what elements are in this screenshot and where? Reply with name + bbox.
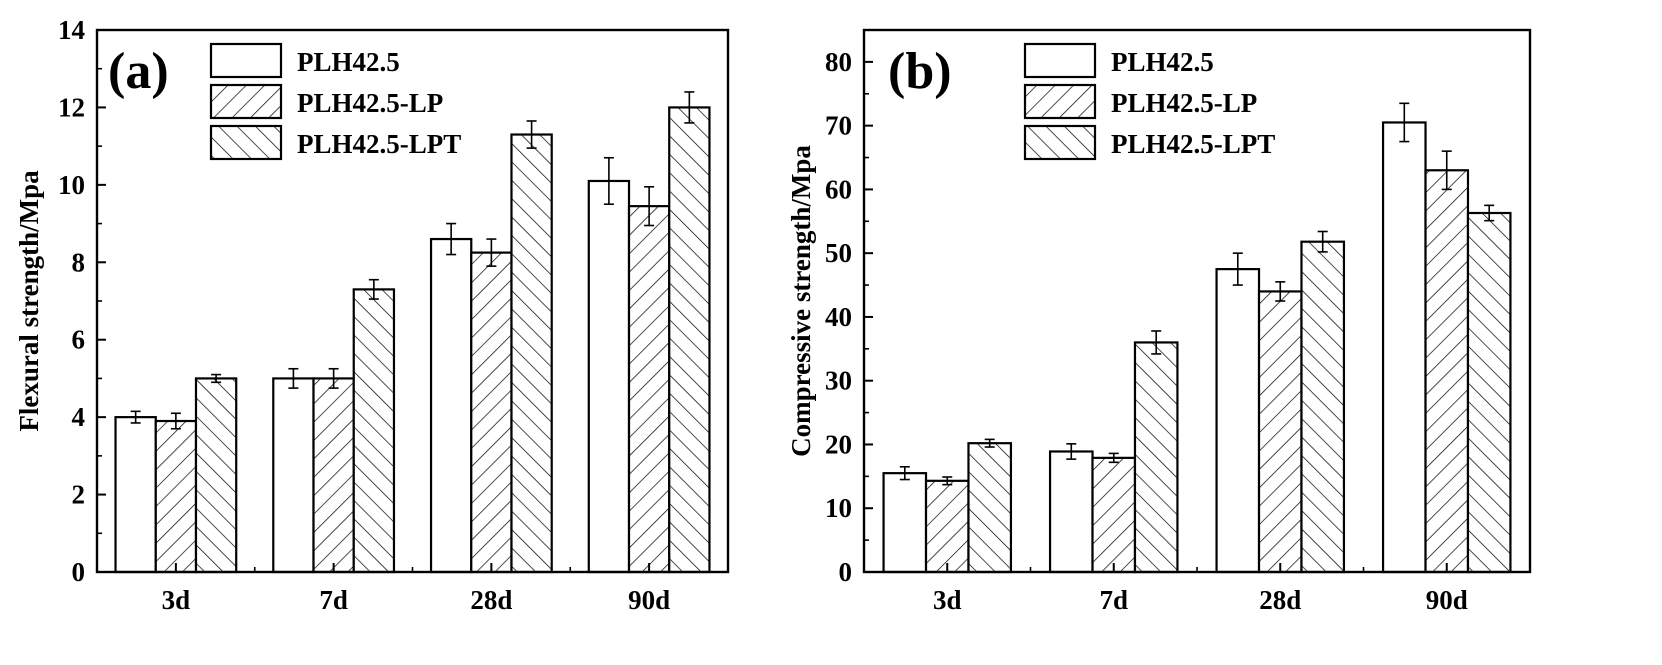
legend-label-plh42-5-lp: PLH42.5-LP	[297, 88, 443, 118]
y-tick-label: 70	[825, 111, 852, 141]
y-tick-label: 2	[72, 480, 86, 510]
bar-plh42-5-lp-3d	[924, 479, 970, 574]
panel-b: 0 10 20 30 40 50 60 70 80 3d 7d 28d 90d Compressive s…	[786, 28, 1532, 615]
legend-label-plh42-5: PLH42.5	[297, 47, 400, 77]
y-tick-label: 8	[72, 247, 86, 277]
y-tick-label: 30	[825, 366, 852, 396]
x-tick-label-3d: 3d	[933, 585, 962, 615]
y-tick-label: 20	[825, 429, 852, 459]
legend-swatch-plh42-5-lp	[1023, 83, 1097, 120]
y-tick-label: 0	[72, 557, 86, 587]
legend-swatch-plh42-5-lpt	[209, 124, 283, 161]
legend: PLH42.5 PLH42.5-LP PLH42.5-LPT	[209, 42, 461, 161]
bar-plh42-5-lpt-28d	[1300, 240, 1346, 574]
x-tick-label-28d: 28d	[470, 585, 512, 615]
legend-swatch-plh42-5-lpt	[1023, 124, 1097, 161]
panel-label: (b)	[888, 43, 952, 100]
x-tick-label-28d: 28d	[1259, 585, 1301, 615]
legend-label-plh42-5-lp: PLH42.5-LP	[1111, 88, 1257, 118]
bar-plh42-5-90d	[1381, 121, 1427, 574]
bar-plh42-5-lpt-28d	[510, 133, 553, 574]
bar-plh42-5-28d	[1215, 268, 1261, 574]
bar-plh42-5-lp-28d	[470, 251, 513, 574]
bar-plh42-5-3d	[114, 416, 157, 574]
bar-plh42-5-lpt-3d	[194, 377, 238, 574]
panel-label: (a)	[108, 43, 169, 100]
y-tick-label: 10	[825, 493, 852, 523]
x-tick-label-90d: 90d	[628, 585, 670, 615]
bar-plh42-5-lp-28d	[1257, 290, 1303, 574]
x-tick-label-90d: 90d	[1426, 585, 1468, 615]
bar-plh42-5-7d	[272, 377, 315, 574]
y-tick-label: 4	[72, 402, 86, 432]
bar-plh42-5-lp-7d	[1091, 456, 1137, 574]
y-tick-label: 80	[825, 47, 852, 77]
y-axis-title: Flexural strength/Mpa	[14, 170, 44, 432]
bar-plh42-5-lpt-7d	[352, 288, 396, 574]
y-tick-label: 10	[58, 170, 85, 200]
bar-plh42-5-lp-3d	[154, 419, 198, 574]
panel-a: 0 2 4 6 8 10 12 14 3d 7d 28d 90d Flexural strength/M…	[14, 15, 730, 615]
bar-plh42-5-lp-90d	[1424, 169, 1470, 574]
bar-plh42-5-lpt-7d	[1133, 341, 1179, 574]
bar-plh42-5-lpt-90d	[668, 106, 711, 574]
x-tick-label-7d: 7d	[319, 585, 348, 615]
y-tick-label: 14	[58, 15, 85, 45]
bar-plh42-5-lp-7d	[312, 377, 355, 574]
y-tick-label: 60	[825, 174, 852, 204]
bar-plh42-5-lp-90d	[627, 205, 671, 574]
legend-label-plh42-5-lpt: PLH42.5-LPT	[1111, 129, 1275, 159]
x-tick-label-7d: 7d	[1099, 585, 1128, 615]
bar-plh42-5-3d	[882, 472, 928, 574]
legend-label-plh42-5-lpt: PLH42.5-LPT	[297, 129, 461, 159]
bar-plh42-5-90d	[587, 179, 631, 574]
y-tick-label: 12	[58, 92, 85, 122]
y-axis-title: Compressive strength/Mpa	[786, 145, 816, 457]
legend-swatch-plh42-5-lp	[209, 83, 283, 120]
bar-plh42-5-7d	[1048, 450, 1094, 574]
legend-label-plh42-5: PLH42.5	[1111, 47, 1214, 77]
legend-swatch-plh42-5	[209, 42, 283, 79]
x-tick-label-3d: 3d	[162, 585, 191, 615]
y-tick-label: 50	[825, 238, 852, 268]
legend: PLH42.5 PLH42.5-LP PLH42.5-LPT	[1023, 42, 1275, 161]
bar-plh42-5-lpt-3d	[967, 442, 1013, 574]
y-tick-label: 0	[839, 557, 853, 587]
y-tick-label: 40	[825, 302, 852, 332]
bar-plh42-5-lpt-90d	[1466, 211, 1512, 574]
legend-swatch-plh42-5	[1023, 42, 1097, 79]
y-tick-label: 6	[72, 325, 86, 355]
bar-plh42-5-28d	[429, 237, 473, 574]
